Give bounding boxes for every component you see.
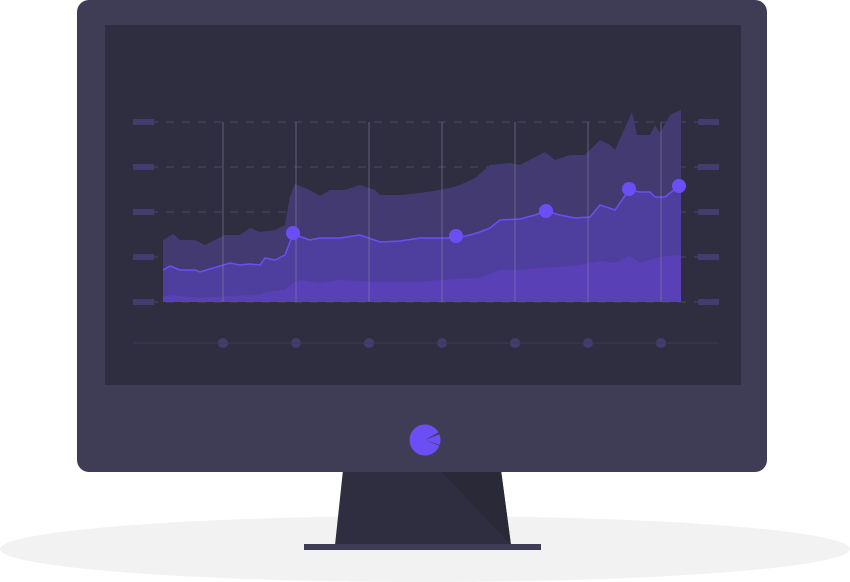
area-lower xyxy=(163,255,681,302)
y-tick-right xyxy=(698,164,719,170)
y-tick-left xyxy=(133,299,154,305)
y-tick-right xyxy=(698,119,719,125)
pie-chart-icon xyxy=(409,424,441,456)
trend-line xyxy=(162,185,681,273)
data-point-marker xyxy=(672,179,686,193)
data-point-marker xyxy=(286,226,300,240)
y-tick-right xyxy=(698,299,719,305)
monitor-stand-shade xyxy=(440,470,511,545)
data-point-marker xyxy=(622,182,636,196)
y-tick-left xyxy=(133,254,154,260)
data-point-marker xyxy=(539,204,553,218)
y-tick-right xyxy=(698,254,719,260)
y-tick-left xyxy=(133,209,154,215)
monitor-base xyxy=(304,544,541,550)
y-tick-left xyxy=(133,119,154,125)
data-point-marker xyxy=(449,229,463,243)
y-tick-left xyxy=(133,164,154,170)
area-chart xyxy=(133,110,719,348)
y-tick-right xyxy=(698,209,719,215)
